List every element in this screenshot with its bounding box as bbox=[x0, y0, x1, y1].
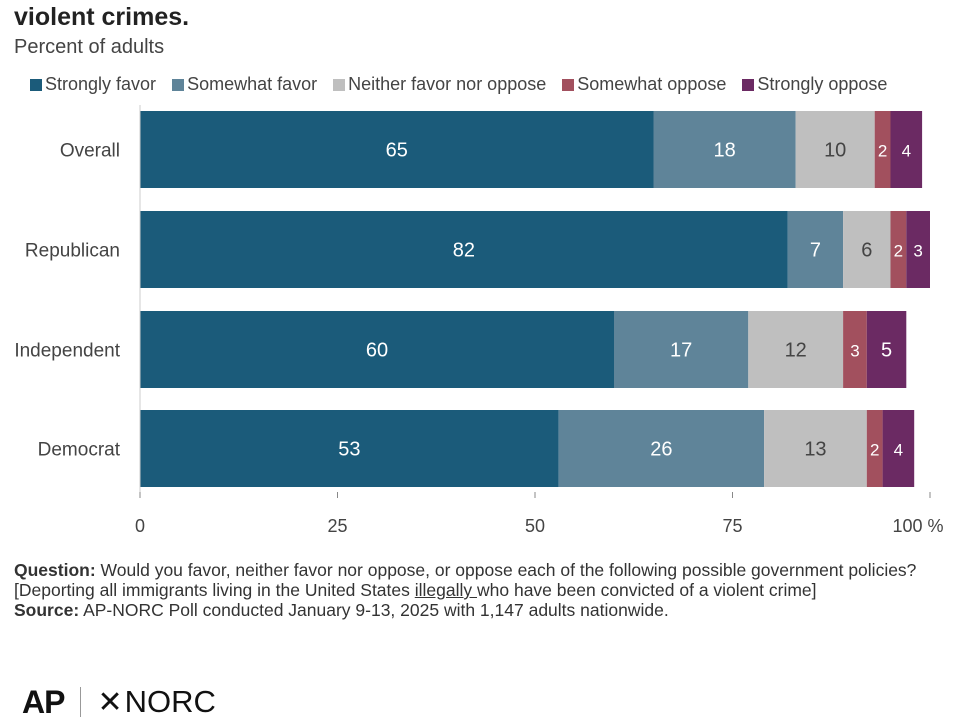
category-label: Democrat bbox=[38, 440, 121, 461]
logos: AP ✕ NORC bbox=[22, 684, 216, 720]
data-label: 53 bbox=[338, 439, 360, 461]
data-label: 5 bbox=[881, 340, 892, 362]
question-note: Question: Would you favor, neither favor… bbox=[14, 560, 964, 600]
category-label: Republican bbox=[25, 241, 120, 262]
data-label: 60 bbox=[366, 340, 388, 362]
legend-item: Strongly oppose bbox=[742, 74, 887, 95]
norc-logo-text: NORC bbox=[124, 684, 216, 719]
bar-segment bbox=[764, 410, 867, 487]
bar-segment bbox=[614, 311, 749, 388]
data-label: 2 bbox=[894, 242, 903, 261]
legend-label: Neither favor nor oppose bbox=[348, 74, 547, 94]
legend-label: Strongly oppose bbox=[757, 74, 888, 94]
data-label: 17 bbox=[670, 340, 692, 362]
source-note: Source: AP-NORC Poll conducted January 9… bbox=[14, 600, 964, 620]
chart-legend: Strongly favor Somewhat favor Neither favo… bbox=[30, 74, 887, 95]
ap-logo: AP bbox=[22, 683, 65, 720]
data-label: 7 bbox=[810, 240, 821, 262]
data-label: 4 bbox=[894, 441, 903, 460]
bar-segment bbox=[795, 111, 875, 188]
source-label: Source: bbox=[14, 600, 80, 620]
data-label: 2 bbox=[870, 441, 879, 460]
data-label: 12 bbox=[785, 340, 807, 362]
data-label: 6 bbox=[861, 240, 872, 262]
legend-item: Strongly favor bbox=[30, 74, 156, 95]
legend-item: Neither favor nor oppose bbox=[333, 74, 546, 95]
data-label: 26 bbox=[650, 439, 672, 461]
legend-swatch bbox=[172, 78, 185, 91]
legend-label: Somewhat favor bbox=[187, 74, 318, 94]
bar-segment bbox=[140, 211, 788, 288]
bar-segment bbox=[140, 410, 559, 487]
bar-segment bbox=[882, 410, 915, 487]
bar-segment bbox=[843, 211, 891, 288]
data-label: 13 bbox=[804, 439, 826, 461]
bar-segment bbox=[890, 211, 907, 288]
chart-notes: Question: Would you favor, neither favor… bbox=[14, 560, 964, 620]
bar-segment bbox=[843, 311, 867, 388]
data-label: 4 bbox=[902, 142, 911, 161]
norc-mark-icon: ✕ bbox=[97, 685, 123, 719]
chart-subtitle: Percent of adults bbox=[14, 36, 165, 58]
category-label: Independent bbox=[14, 341, 120, 362]
legend-swatch bbox=[30, 78, 42, 91]
x-tick-label: 25 bbox=[327, 516, 347, 536]
bar-segment bbox=[787, 211, 844, 288]
legend-swatch bbox=[333, 78, 346, 91]
data-label: 10 bbox=[824, 140, 846, 162]
bar-segment bbox=[748, 311, 844, 388]
bar-segment bbox=[874, 111, 891, 188]
legend-label: Somewhat oppose bbox=[577, 74, 727, 94]
x-tick-label: 75 bbox=[722, 516, 742, 536]
bar-segment bbox=[558, 410, 765, 487]
logo-divider bbox=[80, 687, 82, 717]
x-tick-label: 100 % bbox=[892, 516, 943, 536]
bar-segment bbox=[140, 111, 654, 188]
legend-item: Somewhat favor bbox=[172, 74, 317, 95]
x-tick-label: 50 bbox=[525, 516, 545, 536]
bar-segment bbox=[866, 311, 907, 388]
data-label: 65 bbox=[386, 140, 408, 162]
norc-logo: ✕ NORC bbox=[97, 684, 215, 720]
bar-segment bbox=[890, 111, 923, 188]
chart-title: violent crimes. bbox=[14, 3, 190, 31]
legend-label: Strongly favor bbox=[45, 74, 157, 94]
data-label: 3 bbox=[850, 342, 859, 361]
bar-segment bbox=[140, 311, 614, 388]
x-tick-label: 0 bbox=[135, 516, 145, 536]
bar-segment bbox=[866, 410, 883, 487]
legend-swatch bbox=[742, 78, 755, 91]
question-text-end: who have been convicted of a violent cri… bbox=[477, 580, 817, 600]
data-label: 2 bbox=[878, 142, 887, 161]
data-label: 18 bbox=[713, 140, 735, 162]
bar-segment bbox=[906, 211, 930, 288]
data-label: 3 bbox=[913, 242, 922, 261]
question-text-underlined: illegally bbox=[414, 580, 477, 600]
legend-swatch bbox=[562, 78, 575, 91]
source-text: AP-NORC Poll conducted January 9-13, 202… bbox=[83, 600, 669, 620]
data-label: 82 bbox=[453, 240, 475, 262]
question-text-start: Would you favor, neither favor nor oppos… bbox=[14, 560, 917, 600]
legend-item: Somewhat oppose bbox=[562, 74, 726, 95]
question-label: Question: bbox=[14, 560, 96, 580]
bar-segment bbox=[653, 111, 796, 188]
category-label: Overall bbox=[60, 141, 120, 162]
